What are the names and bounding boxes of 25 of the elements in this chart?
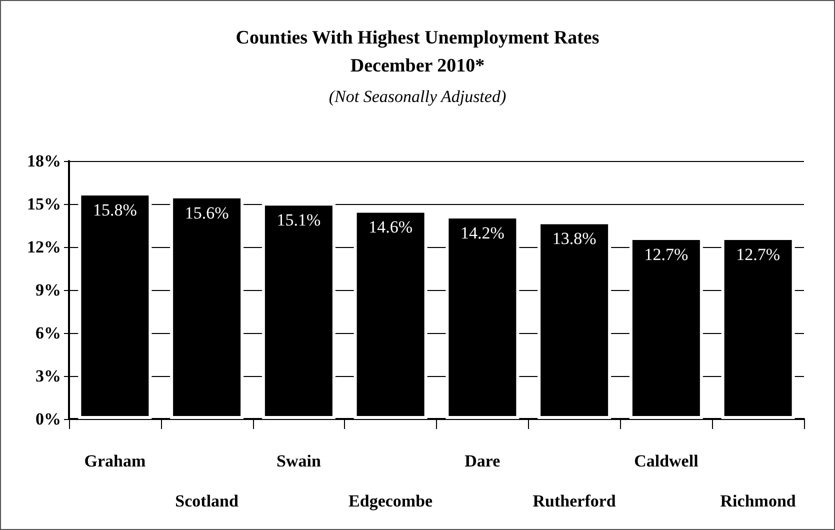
- x-tick-label: Swain: [276, 452, 322, 470]
- chart-subtitle: (Not Seasonally Adjusted): [328, 87, 506, 106]
- x-tick-label: Edgecombe: [348, 492, 434, 510]
- data-label: 12.7%: [736, 244, 780, 264]
- data-label: 12.7%: [644, 244, 688, 264]
- data-label: 14.6%: [368, 218, 413, 237]
- y-tick-label: 0%: [36, 410, 61, 428]
- x-tick-label: Scotland: [175, 492, 240, 510]
- y-tick-label: 18%: [27, 152, 61, 170]
- data-label: 14.2%: [460, 223, 504, 242]
- x-tick-label: Caldwell: [634, 452, 699, 470]
- data-label: 15.6%: [184, 203, 229, 222]
- y-tick-label: 12%: [27, 238, 61, 256]
- y-tick-label: 15%: [27, 194, 61, 214]
- y-tick-label: 6%: [36, 324, 61, 342]
- data-label: 15.8%: [92, 200, 137, 220]
- data-label: 13.8%: [552, 229, 596, 248]
- x-tick-label: Rutherford: [532, 492, 616, 510]
- x-tick-label: Richmond: [720, 492, 796, 510]
- y-tick-label: 9%: [36, 280, 61, 300]
- data-label: 15.1%: [276, 210, 321, 230]
- x-tick-label: Graham: [84, 452, 146, 470]
- x-tick-label: Dare: [464, 452, 501, 470]
- chart-title: Counties With Highest Unemployment Rates December 2010*: [236, 28, 600, 76]
- y-tick-label: 3%: [36, 366, 61, 386]
